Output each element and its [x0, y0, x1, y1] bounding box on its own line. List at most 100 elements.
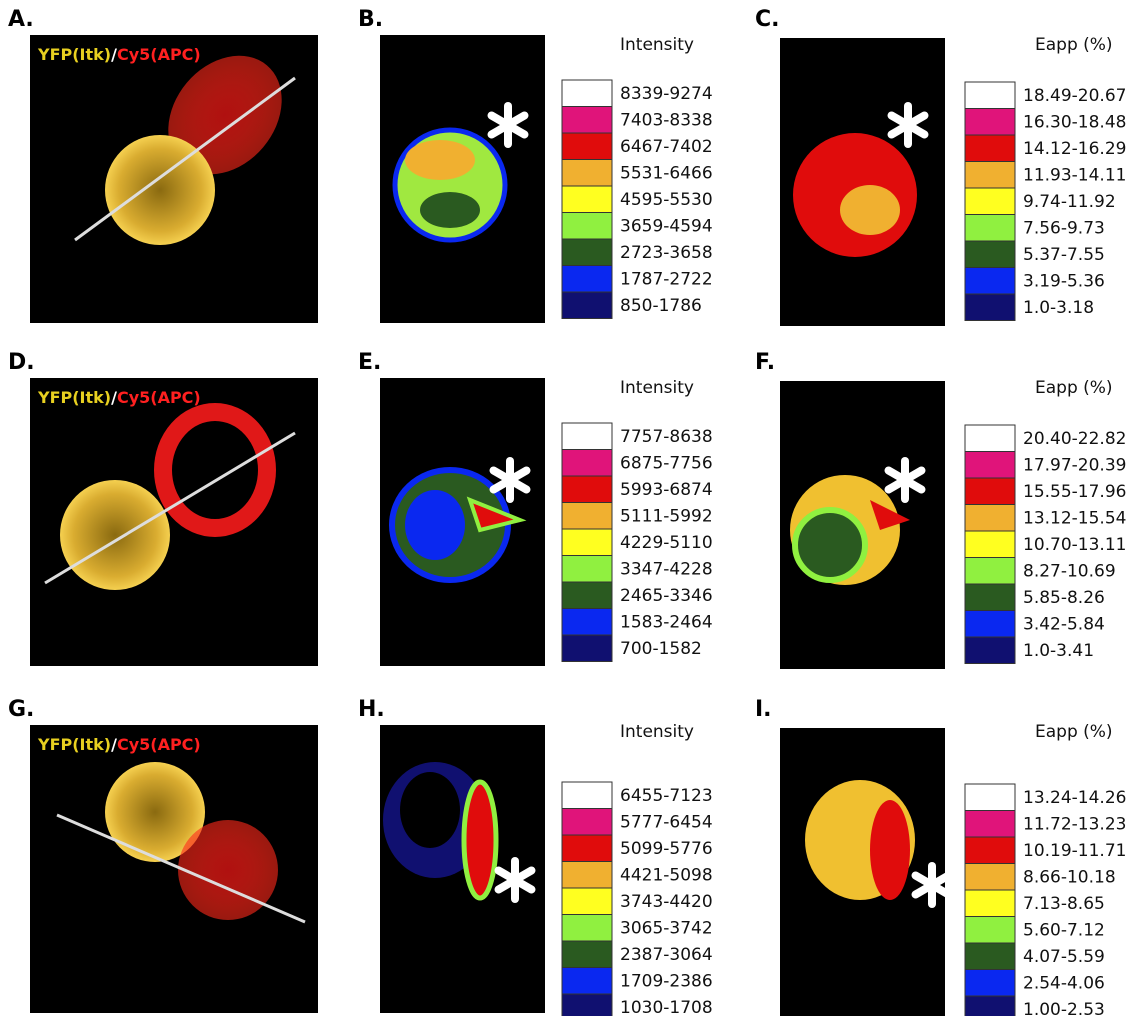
legend-range: 5777-6454	[620, 813, 713, 833]
legend-range: 3.42-5.84	[1023, 615, 1105, 635]
stain-text: Cy5(APC)	[117, 45, 201, 64]
legend-range: 9.74-11.92	[1023, 192, 1116, 212]
legend-swatch	[965, 637, 1015, 664]
panel-label: F.	[755, 350, 775, 375]
legend-swatch	[562, 186, 612, 213]
legend-swatch	[562, 782, 612, 809]
legend-swatch	[965, 996, 1015, 1016]
legend-swatch	[965, 425, 1015, 452]
stain-label: YFP(Itk)/Cy5(APC)	[37, 735, 201, 754]
legend-swatch	[562, 529, 612, 556]
legend-title: Eapp (%)	[1035, 722, 1113, 742]
legend-range: 10.70-13.11	[1023, 535, 1126, 555]
legend-swatch	[965, 505, 1015, 532]
legend-range: 3347-4228	[620, 560, 713, 580]
legend-range: 1787-2722	[620, 270, 713, 290]
legend-range: 14.12-16.29	[1023, 139, 1126, 159]
legend-swatch	[562, 266, 612, 293]
legend-range: 18.49-20.67	[1023, 86, 1126, 106]
legend-swatch	[965, 784, 1015, 811]
legend-swatch	[965, 162, 1015, 189]
legend-range: 4229-5110	[620, 533, 713, 553]
legend-range: 4595-5530	[620, 190, 713, 210]
legend-range: 8.66-10.18	[1023, 868, 1116, 888]
cell-map	[464, 782, 496, 898]
legend-swatch	[965, 611, 1015, 638]
legend-swatch	[562, 609, 612, 636]
legend-range: 700-1582	[620, 639, 702, 659]
legend-range: 7.13-8.65	[1023, 894, 1105, 914]
legend-swatch	[965, 558, 1015, 585]
legend-range: 6875-7756	[620, 454, 713, 474]
legend-range: 7.56-9.73	[1023, 219, 1105, 239]
panel-label: I.	[755, 697, 772, 722]
legend-range: 5099-5776	[620, 839, 713, 859]
legend-swatch	[965, 109, 1015, 136]
panel-label: D.	[8, 350, 35, 375]
stain-text: Cy5(APC)	[117, 735, 201, 754]
legend-range: 2723-3658	[620, 243, 713, 263]
legend-range: 3065-3742	[620, 919, 713, 939]
panel-label: B.	[358, 7, 383, 32]
legend-swatch	[965, 268, 1015, 295]
cell-map	[405, 490, 465, 560]
legend-swatch	[562, 423, 612, 450]
panel-label: C.	[755, 7, 780, 32]
legend-range: 5.37-7.55	[1023, 245, 1105, 265]
legend-range: 3.19-5.36	[1023, 272, 1105, 292]
legend-swatch	[965, 584, 1015, 611]
legend-range: 6455-7123	[620, 786, 713, 806]
legend-title: Intensity	[620, 35, 694, 55]
legend-range: 4.07-5.59	[1023, 947, 1105, 967]
legend-range: 17.97-20.39	[1023, 456, 1126, 476]
figure: A.YFP(Itk)/Cy5(APC)B.Intensity8339-92747…	[0, 0, 1130, 1016]
legend-range: 3743-4420	[620, 892, 713, 912]
legend-swatch	[562, 835, 612, 862]
legend-swatch	[562, 476, 612, 503]
legend-range: 3659-4594	[620, 217, 713, 237]
legend-range: 4421-5098	[620, 866, 713, 886]
legend-range: 13.24-14.26	[1023, 788, 1126, 808]
legend-swatch	[562, 968, 612, 995]
legend-range: 2465-3346	[620, 586, 713, 606]
stain-label: YFP(Itk)/Cy5(APC)	[37, 45, 201, 64]
legend-swatch	[965, 917, 1015, 944]
yfp-cell	[105, 135, 215, 245]
legend-range: 5111-5992	[620, 507, 713, 527]
legend-swatch	[562, 503, 612, 530]
cell-map	[840, 185, 900, 235]
legend-swatch	[562, 133, 612, 160]
legend-range: 1.00-2.53	[1023, 1000, 1105, 1016]
legend-range: 5.60-7.12	[1023, 921, 1105, 941]
cell-map	[405, 140, 475, 180]
legend-swatch	[562, 809, 612, 836]
legend-swatch	[965, 241, 1015, 268]
legend-swatch	[965, 943, 1015, 970]
legend-swatch	[965, 478, 1015, 505]
legend-range: 5.85-8.26	[1023, 588, 1105, 608]
legend-range: 7757-8638	[620, 427, 713, 447]
legend-range: 1.0-3.41	[1023, 641, 1094, 661]
legend-swatch	[965, 864, 1015, 891]
legend-swatch	[562, 107, 612, 134]
panel-label: H.	[358, 697, 385, 722]
legend-swatch	[965, 188, 1015, 215]
cell-map	[400, 772, 460, 848]
legend-swatch	[562, 994, 612, 1016]
legend-swatch	[965, 452, 1015, 479]
legend-swatch	[562, 160, 612, 187]
legend-swatch	[562, 292, 612, 319]
legend-title: Eapp (%)	[1035, 35, 1113, 55]
legend-swatch	[965, 811, 1015, 838]
legend-swatch	[965, 215, 1015, 242]
legend-swatch	[562, 80, 612, 107]
stain-text: YFP(Itk)	[37, 45, 111, 64]
cell-map	[795, 510, 865, 580]
cell-map	[420, 192, 480, 228]
legend-swatch	[562, 450, 612, 477]
legend-range: 15.55-17.96	[1023, 482, 1126, 502]
legend-range: 6467-7402	[620, 137, 713, 157]
stain-text: Cy5(APC)	[117, 388, 201, 407]
legend-title: Eapp (%)	[1035, 378, 1113, 398]
legend-range: 11.72-13.23	[1023, 815, 1126, 835]
